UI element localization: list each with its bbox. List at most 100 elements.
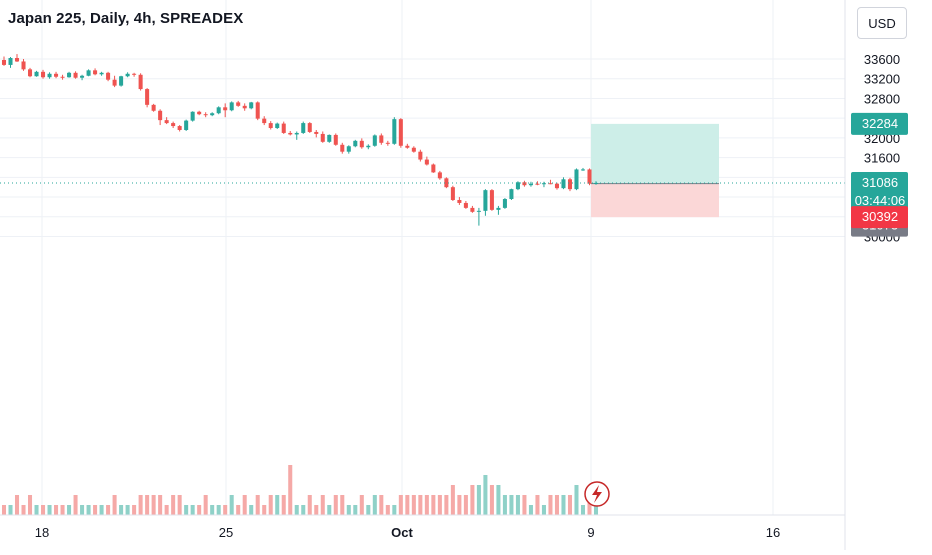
volume-bar <box>366 505 371 515</box>
volume-bar <box>249 505 254 515</box>
candle-body <box>379 135 384 143</box>
volume-bar <box>236 505 241 515</box>
volume-bar <box>398 495 403 515</box>
candle-body <box>372 135 377 146</box>
volume-bar <box>262 505 267 515</box>
volume-bar <box>223 505 228 515</box>
candle-body <box>132 73 137 75</box>
volume-bar <box>132 505 137 515</box>
volume-bar <box>489 485 494 515</box>
candle-body <box>307 123 312 132</box>
candle-body <box>86 70 91 76</box>
candle-body <box>281 123 286 133</box>
chart-title: Japan 225, Daily, 4h, SPREADEX <box>8 10 244 27</box>
candle-body <box>177 126 182 130</box>
candle-body <box>535 183 540 185</box>
candle-body <box>418 151 423 160</box>
volume-bar <box>509 495 514 515</box>
candle-body <box>67 72 72 78</box>
candle-body <box>242 105 247 109</box>
volume-bar <box>203 495 208 515</box>
volume-bar <box>21 505 26 515</box>
candle-body <box>262 118 267 124</box>
volume-bar <box>372 495 377 515</box>
candle-body <box>502 199 507 208</box>
volume-bar <box>483 475 488 515</box>
volume-bar <box>307 495 312 515</box>
candle-body <box>463 202 468 208</box>
volume-bar <box>288 465 293 515</box>
candle-body <box>73 72 78 78</box>
volume-bar <box>268 495 273 515</box>
currency-button[interactable]: USD <box>857 7 907 39</box>
candle-body <box>99 72 104 75</box>
volume-bar <box>353 505 358 515</box>
last-price-badge <box>851 171 908 212</box>
volume-bar <box>86 505 91 515</box>
x-tick-label: 16 <box>766 525 780 540</box>
volume-bar <box>385 505 390 515</box>
candle-body <box>275 123 280 129</box>
volume-bar <box>294 505 299 515</box>
candle-body <box>8 58 13 65</box>
candle-body <box>359 140 364 148</box>
candle-body <box>392 119 397 144</box>
volume-bar <box>593 505 599 515</box>
candle-body <box>54 73 59 77</box>
candle-body <box>210 113 215 116</box>
volume-bar <box>216 505 221 515</box>
candle-body <box>158 110 163 121</box>
profit-zone <box>591 123 719 184</box>
volume-bar <box>587 495 592 515</box>
volume-bar <box>561 495 566 515</box>
candle-body <box>450 187 455 200</box>
candle-body <box>327 134 332 142</box>
x-tick-label: 18 <box>35 525 49 540</box>
volume-bar <box>177 495 182 515</box>
volume-bar <box>60 505 65 515</box>
volume-bar <box>34 505 39 515</box>
candle-body <box>320 133 325 142</box>
candle-body <box>346 146 351 152</box>
candle-body <box>125 73 130 77</box>
candle-body <box>21 61 26 70</box>
volume-bar <box>112 495 117 515</box>
candle-body <box>353 140 358 147</box>
candle-body <box>314 131 319 134</box>
last-price-badge-text: 03:44:06 <box>855 193 906 208</box>
volume-bar <box>301 505 306 515</box>
volume-bar <box>320 495 325 515</box>
volume-bar <box>314 505 319 515</box>
candle-body <box>80 75 85 78</box>
volume-bar <box>457 495 462 515</box>
volume-bar <box>197 505 202 515</box>
candle-body <box>398 119 403 146</box>
volume-bar <box>541 505 546 515</box>
candle-body <box>385 142 390 144</box>
candle-body <box>457 199 462 203</box>
candle-body <box>151 104 156 111</box>
volume-bar <box>574 485 579 515</box>
volume-bar <box>184 505 189 515</box>
volume-bar <box>405 495 410 515</box>
volume-bar <box>431 495 436 515</box>
volume-bar <box>73 495 78 515</box>
candle-body <box>333 134 338 145</box>
volume-bar <box>411 495 416 515</box>
candle-body <box>106 72 111 80</box>
candle-body <box>580 169 586 171</box>
y-tick-label: 33200 <box>864 72 900 87</box>
volume-bar <box>437 495 442 515</box>
volume-bar <box>502 495 507 515</box>
volume-bar <box>93 505 98 515</box>
volume-bar <box>379 495 384 515</box>
candle-body <box>548 183 553 185</box>
volume-bar <box>424 495 429 515</box>
candle-body <box>522 182 527 186</box>
volume-bar <box>171 495 176 515</box>
candle-body <box>34 71 39 77</box>
volume-bar <box>470 485 475 515</box>
candle-body <box>424 159 429 165</box>
